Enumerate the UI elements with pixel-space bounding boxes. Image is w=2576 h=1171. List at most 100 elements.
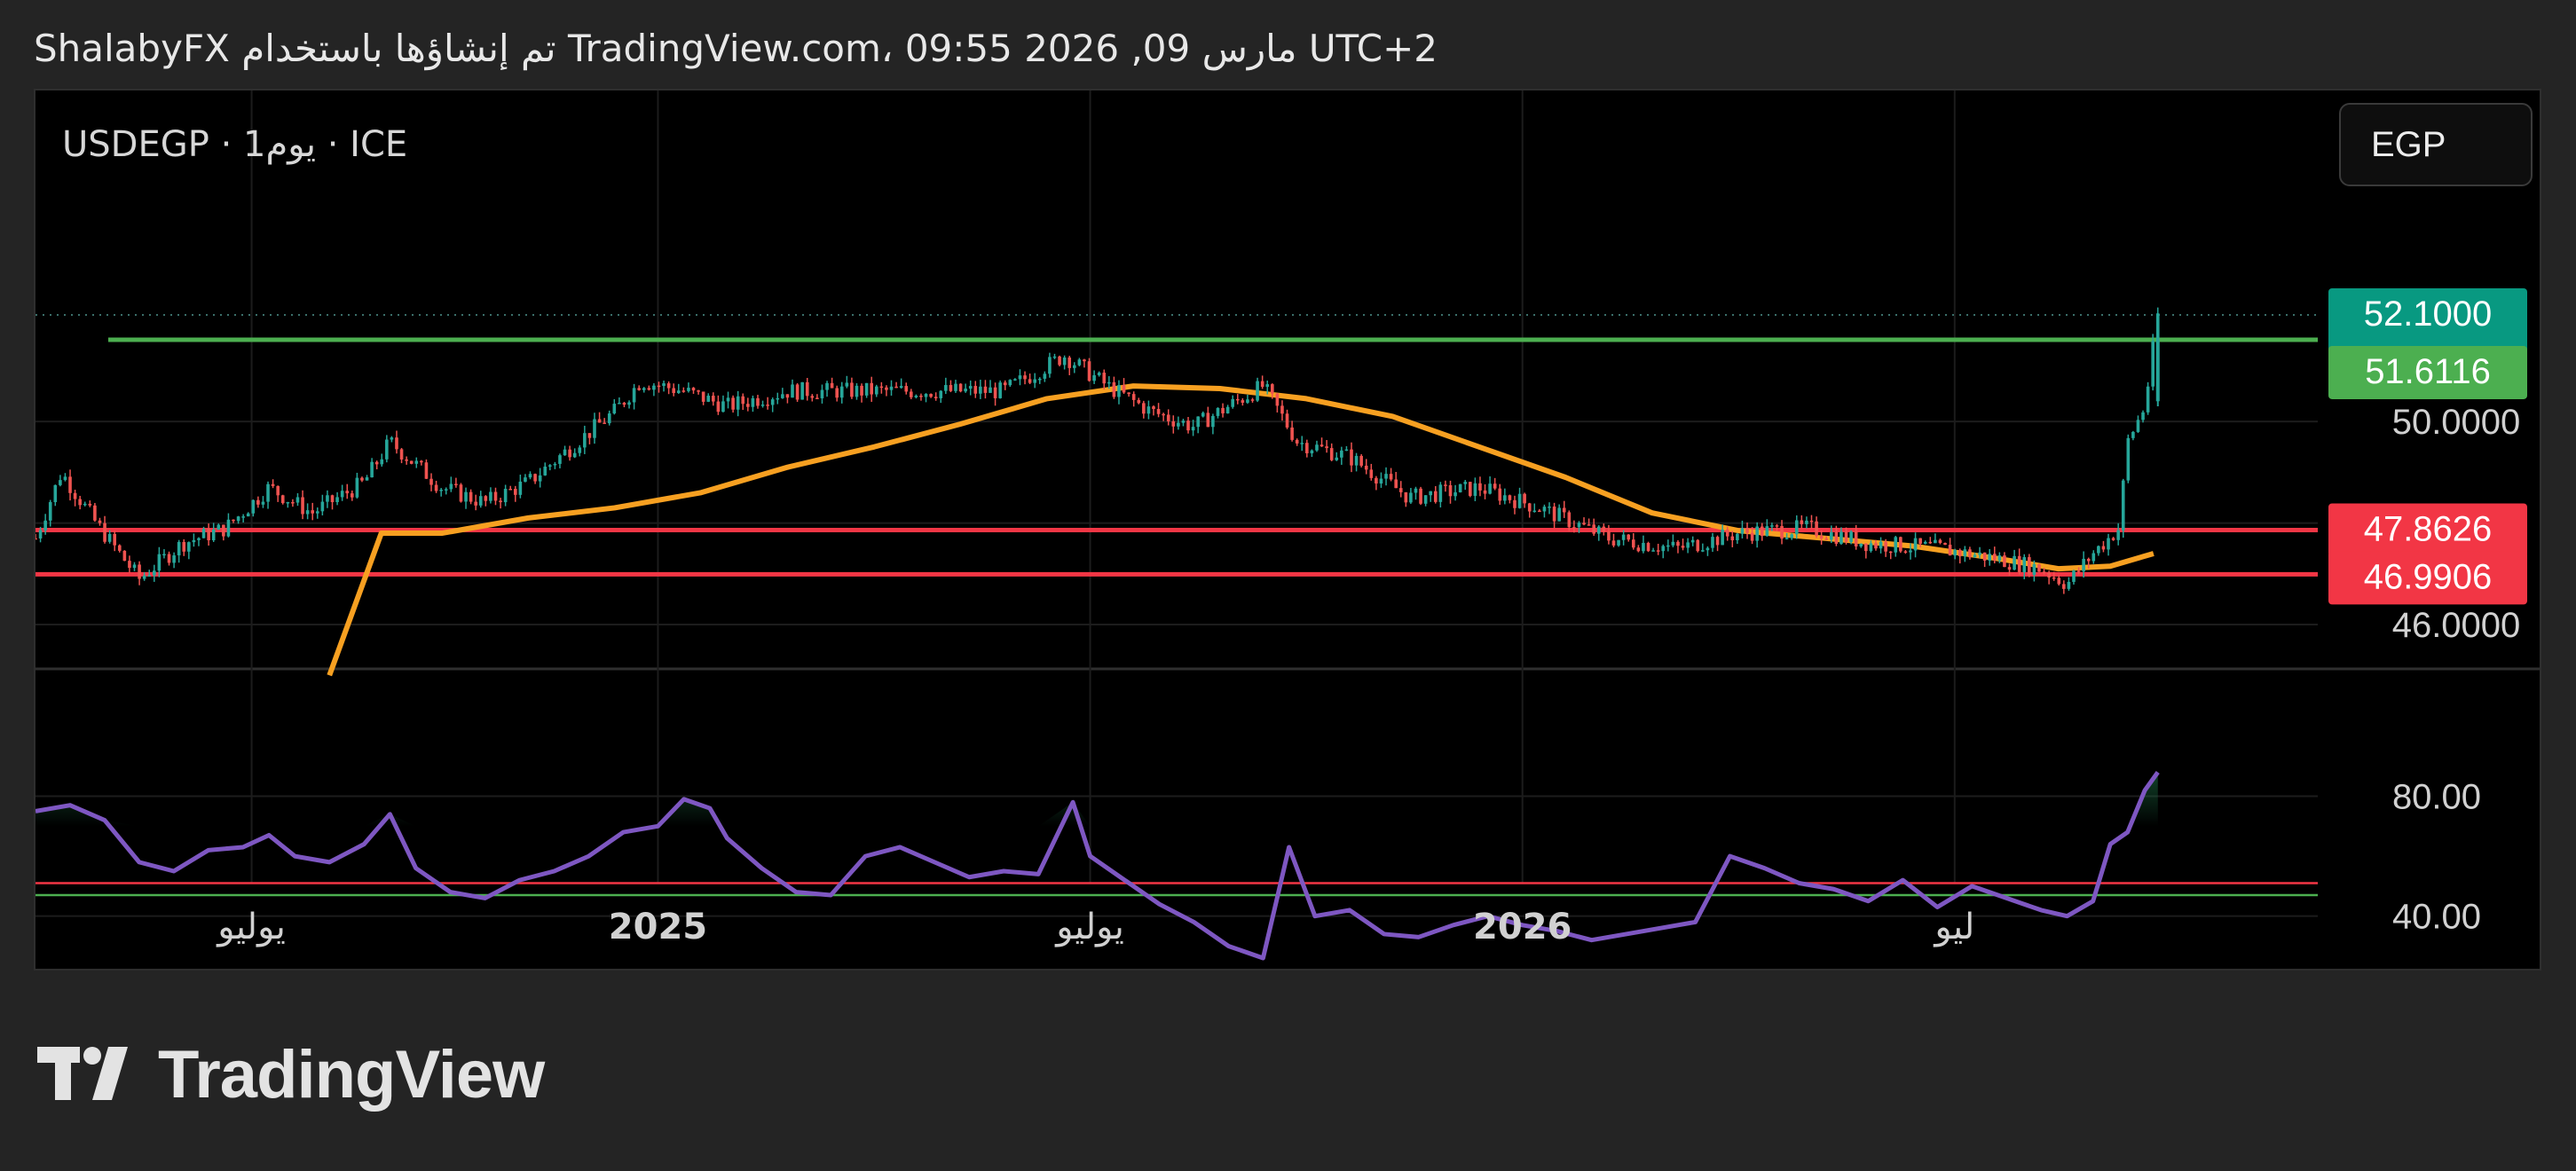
candle-body: [855, 385, 859, 397]
candle-body: [1666, 545, 1670, 547]
chart-panel[interactable]: 50.000046.000052.100014:04:1451.611647.8…: [34, 89, 2541, 971]
candle-body: [642, 388, 646, 390]
candle-body: [1083, 359, 1086, 362]
candle-body: [1948, 545, 1952, 556]
candle-body: [1988, 554, 1992, 561]
candle-body: [107, 533, 112, 542]
candle-body: [68, 476, 72, 493]
candle-body: [687, 388, 690, 391]
candle-body: [1859, 543, 1863, 546]
candle-body: [1982, 552, 1987, 561]
candle-body: [478, 496, 483, 506]
candle-body: [1567, 512, 1572, 528]
candle-body: [1117, 385, 1121, 397]
candle-body: [2007, 567, 2012, 570]
candle-body: [1359, 455, 1363, 466]
candle-body: [236, 516, 240, 522]
candle-body: [1824, 538, 1829, 540]
candle-body: [370, 461, 374, 478]
candle-body: [1532, 510, 1537, 513]
chart-canvas[interactable]: 50.000046.000052.100014:04:1451.611647.8…: [35, 90, 2541, 971]
candle-body: [1523, 493, 1526, 504]
candle-body: [1023, 375, 1027, 380]
level-tag-green-bg: [2328, 345, 2527, 399]
candle-body: [1815, 521, 1818, 537]
candle-body: [128, 561, 131, 569]
candle-body: [1271, 384, 1274, 394]
candle-body: [1809, 520, 1814, 523]
candle-body: [533, 474, 537, 482]
candle-body: [1740, 528, 1745, 534]
candle-body: [612, 404, 617, 414]
candle-body: [528, 474, 532, 478]
candle-body: [291, 501, 295, 504]
candle-body: [618, 403, 621, 405]
candle-body: [1404, 491, 1408, 503]
candle-body: [1582, 523, 1586, 525]
candle-body: [647, 388, 651, 390]
candle-body: [944, 385, 948, 391]
candle-body: [1131, 394, 1136, 400]
level-tag-green-text: 51.6116: [2365, 352, 2491, 391]
candle-body: [1018, 375, 1022, 380]
logo-wordmark: TradingView: [158, 1037, 545, 1112]
candle-body: [652, 385, 656, 390]
candle-body: [2101, 546, 2106, 550]
candle-body: [48, 501, 52, 521]
candle-body: [1310, 450, 1314, 453]
candle-body: [1221, 407, 1225, 413]
candle-body: [1548, 507, 1551, 508]
candle-body: [1631, 539, 1635, 548]
candle-body: [983, 386, 988, 393]
candle-body: [1721, 529, 1724, 546]
candle-body: [607, 413, 611, 424]
candle-body: [1448, 484, 1453, 497]
candle-body: [1715, 537, 1720, 546]
candle-body: [1008, 380, 1012, 386]
candle-body: [1043, 373, 1047, 379]
candle-body: [1305, 443, 1309, 453]
time-axis-label: يوليو: [1054, 907, 1124, 947]
candle-body: [301, 497, 304, 515]
candle-body: [597, 419, 602, 423]
candle-body: [1775, 525, 1779, 527]
candle-body: [187, 542, 191, 552]
candle-body: [1909, 550, 1912, 553]
candle-body: [993, 387, 997, 398]
candle-body: [2062, 584, 2066, 589]
candle-body: [1354, 455, 1359, 466]
candle-body: [1033, 379, 1036, 383]
candle-body: [1344, 449, 1349, 452]
candle-body: [1651, 550, 1655, 552]
candle-body: [2155, 340, 2160, 402]
candle-body: [1122, 385, 1126, 393]
candle-body: [632, 388, 636, 403]
candle-body: [1627, 534, 1631, 540]
candle-body: [2072, 570, 2076, 582]
candle-body: [1398, 488, 1403, 492]
candle-body: [1711, 537, 1714, 548]
candle-body: [320, 501, 325, 512]
candle-body: [736, 396, 740, 410]
currency-button[interactable]: EGP: [2339, 103, 2533, 186]
candle-body: [2107, 538, 2110, 550]
level-tag-red-lower-bg: [2328, 551, 2527, 605]
candle-body: [1067, 358, 1072, 368]
candle-body: [280, 495, 285, 504]
candle-body: [390, 437, 394, 440]
candle-body: [1918, 538, 1922, 544]
candle-body: [1097, 373, 1101, 375]
price-axis-label: 46.0000: [2392, 606, 2521, 645]
time-axis-label: يوليو: [216, 907, 286, 947]
rsi-overbought-fill: [35, 772, 2158, 827]
candle-body: [286, 501, 290, 504]
candle-body: [385, 439, 389, 460]
candle-body: [1636, 547, 1641, 552]
candle-body: [1290, 427, 1294, 440]
candle-body: [1409, 492, 1413, 503]
candle-body: [989, 387, 992, 393]
candle-body: [721, 401, 725, 413]
candle-body: [1052, 356, 1057, 358]
candle-body: [845, 382, 849, 387]
candle-body: [1186, 420, 1190, 431]
